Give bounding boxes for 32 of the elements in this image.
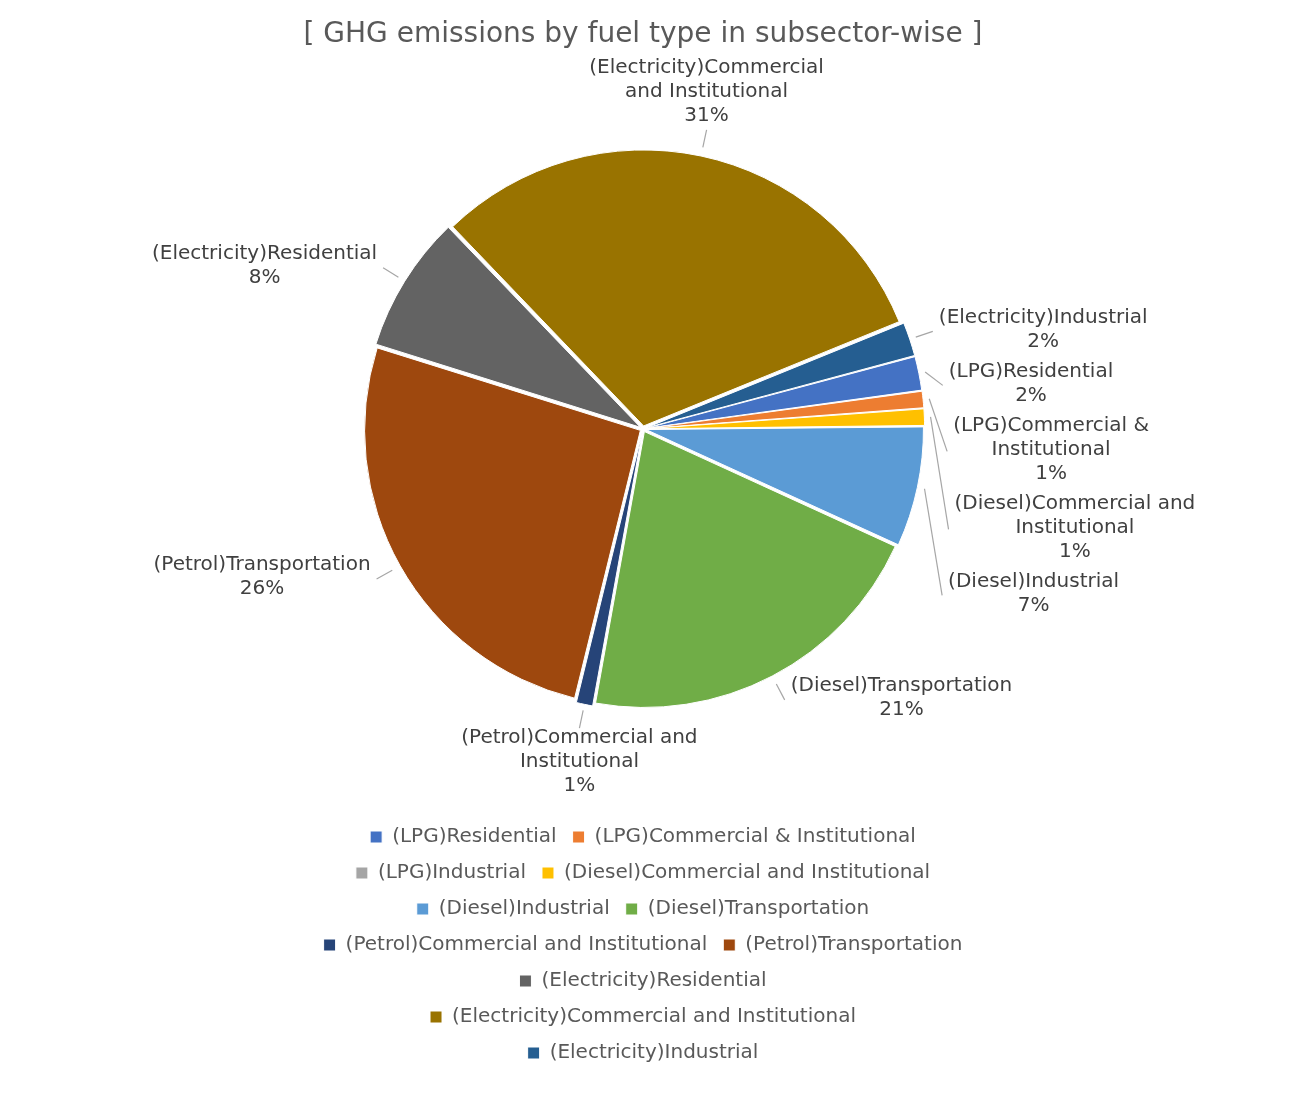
data-label: 1% [563,772,596,797]
slice-label: (LPG)Commercial & Institutional [953,411,1150,460]
legend-label: (Diesel)Commercial and Institutional [563,859,931,884]
data-label: 26% [239,575,285,600]
legend-label: (Electricity)Commercial and Institutional [452,1003,856,1028]
legend-label: (Petrol)Commercial and Institutional [345,931,708,956]
data-label: 8% [248,263,281,288]
slice-label: (Diesel)Commercial and Institutional [954,489,1196,538]
chart-title: [ GHG emissions by fuel type in subsector-wise ] [303,16,983,50]
data-label: 31% [684,101,729,126]
data-label: 2% [1015,381,1047,406]
legend-label: (LPG)Residential [392,823,557,848]
legend-label: (Diesel)Transportation [647,895,870,920]
data-label: 1% [1059,537,1091,562]
data-label: 1% [1035,459,1067,484]
slice-label: (Diesel)Industrial [948,567,1120,592]
slice-label: (Petrol)Transportation [153,551,371,576]
slice-label: (Electricity)Industrial [938,303,1148,328]
data-label: 2% [1027,327,1060,352]
slice-label: (Electricity)Commercial and Institutional [589,53,824,102]
legend-label: (LPG)Commercial & Institutional [594,823,916,848]
legend-label: (LPG)Industrial [377,859,526,884]
data-label: 7% [1017,591,1050,616]
data-label: 21% [879,696,924,721]
slice-label: (Petrol)Commercial and Institutional [461,724,698,773]
legend-label: (Electricity)Residential [541,967,767,992]
slice-label: (Electricity)Residential [151,239,378,264]
legend-label: (Electricity)Industrial [549,1039,759,1064]
slice-label: (Diesel)Transportation [790,672,1013,697]
legend-label: (Diesel)Industrial [438,895,610,920]
legend-label: (Petrol)Transportation [745,931,963,956]
slice-label: (LPG)Residential [948,357,1114,382]
